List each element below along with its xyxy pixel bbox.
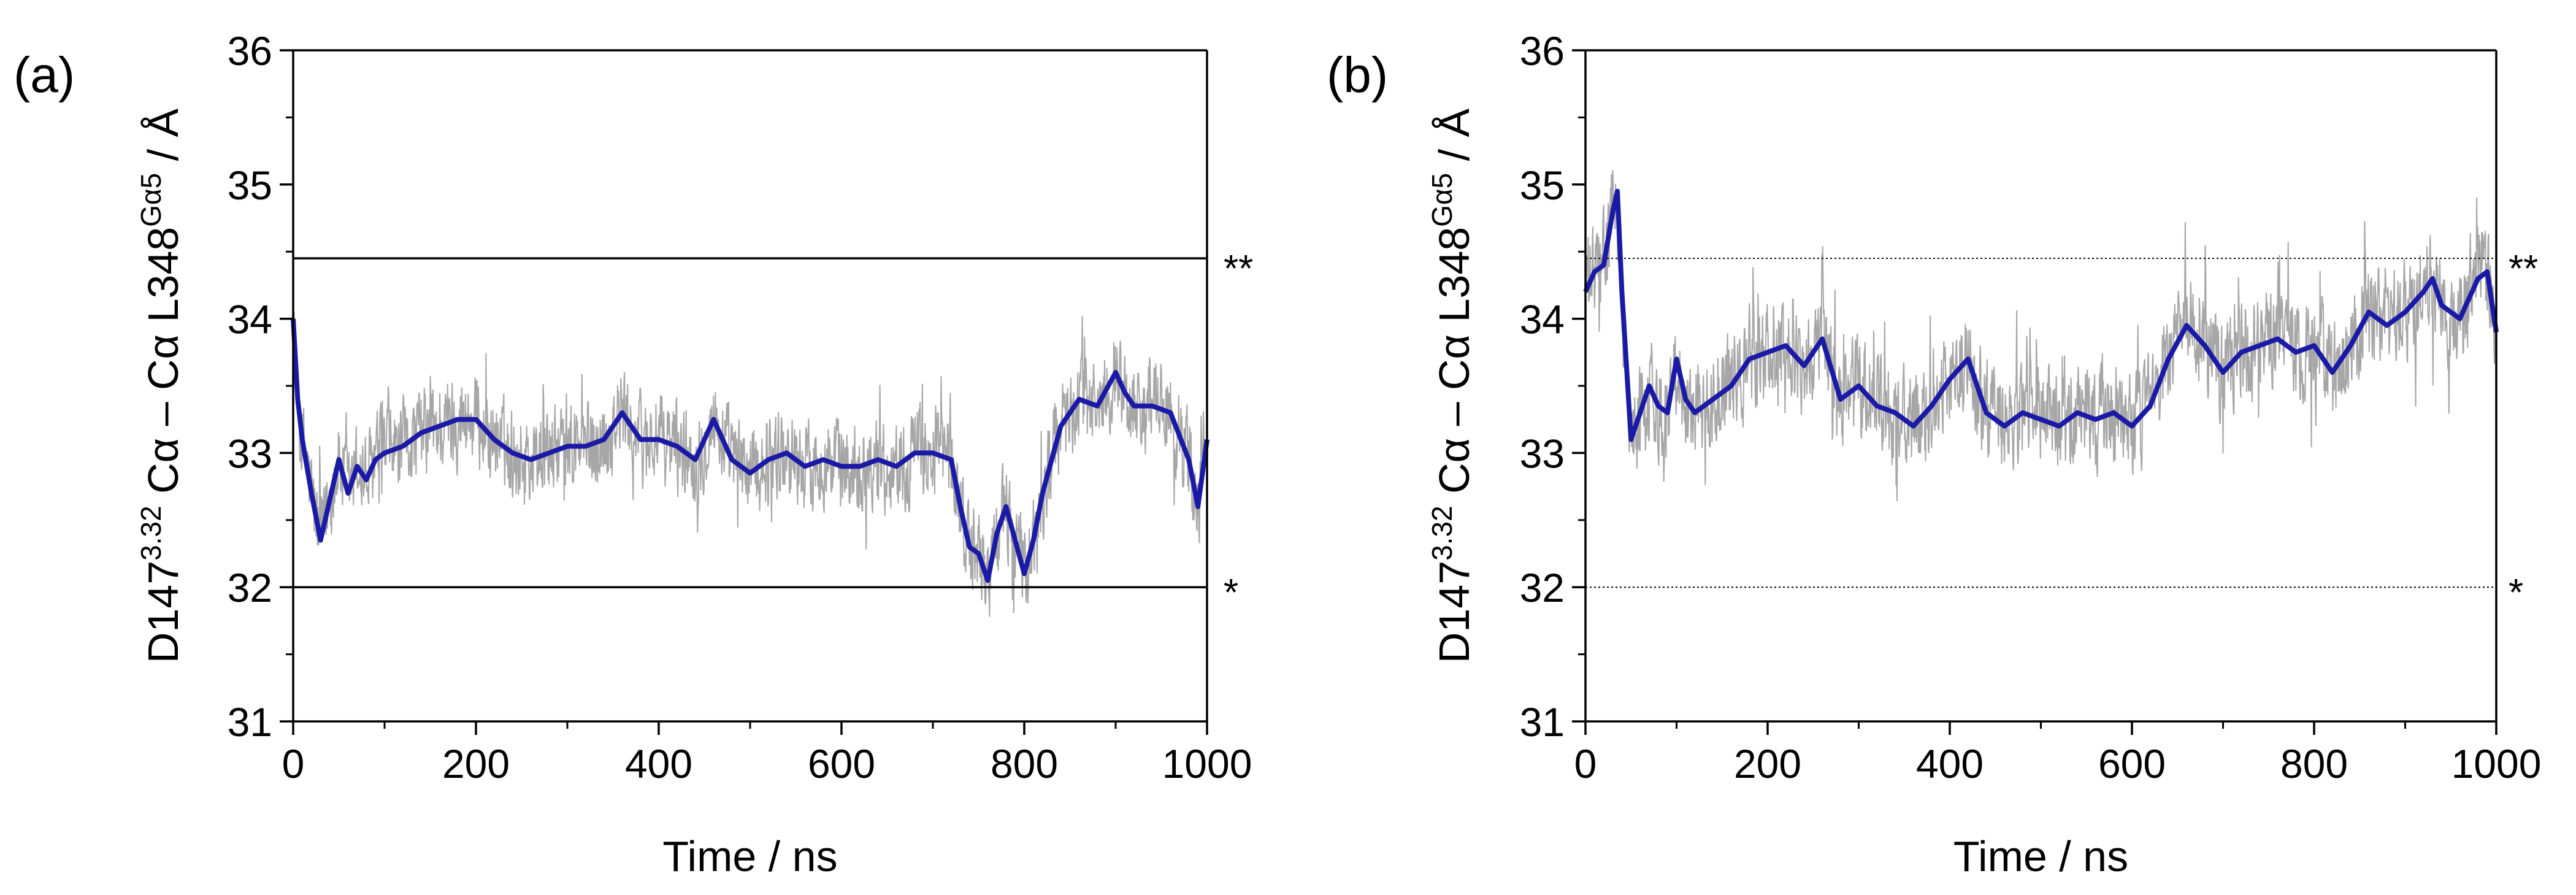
x-tick-label: 0 (282, 741, 305, 786)
reference-label-1: ** (1224, 248, 1253, 290)
x-axis-label: Time / ns (1953, 832, 2128, 880)
x-tick-label: 200 (442, 741, 510, 786)
y-tick-label: 32 (228, 565, 272, 610)
reference-label-1: ** (2509, 248, 2538, 290)
y-tick-label: 36 (1520, 28, 1565, 74)
y-tick-label: 31 (1520, 699, 1565, 745)
reference-label-2: * (1224, 572, 1238, 614)
x-tick-label: 400 (1916, 741, 1984, 786)
reference-label-2: * (2509, 572, 2523, 614)
y-tick-label: 31 (228, 699, 272, 745)
panel-label: (b) (1327, 47, 1388, 103)
y-tick-label: 34 (1520, 297, 1565, 342)
x-tick-label: 800 (2280, 741, 2348, 786)
y-tick-label: 32 (1520, 565, 1565, 610)
y-tick-label: 36 (228, 28, 272, 74)
x-tick-label: 200 (1734, 741, 1801, 786)
y-tick-label: 35 (1520, 163, 1565, 208)
y-tick-label: 33 (228, 431, 272, 476)
raw-trace (1585, 170, 2497, 501)
x-tick-label: 800 (991, 741, 1058, 786)
x-tick-label: 1000 (2451, 741, 2542, 786)
x-tick-label: 600 (808, 741, 875, 786)
x-tick-label: 400 (625, 741, 692, 786)
y-tick-label: 35 (228, 163, 272, 208)
smoothed-series (291, 318, 1209, 583)
x-axis-label: Time / ns (662, 832, 837, 880)
smoothed-series (1583, 188, 2499, 442)
y-tick-label: 34 (228, 297, 272, 342)
x-tick-label: 600 (2098, 741, 2166, 786)
x-tick-label: 0 (1574, 741, 1597, 786)
y-axis-label: D1473.32 Cα – Cα L348Gα5 / Å (1426, 109, 1478, 664)
panel-label: (a) (13, 47, 75, 103)
y-tick-label: 33 (1520, 431, 1565, 476)
x-tick-label: 1000 (1162, 741, 1252, 786)
y-axis-label: D1473.32 Cα – Cα L348Gα5 / Å (135, 109, 187, 664)
raw-trace (293, 311, 1208, 617)
